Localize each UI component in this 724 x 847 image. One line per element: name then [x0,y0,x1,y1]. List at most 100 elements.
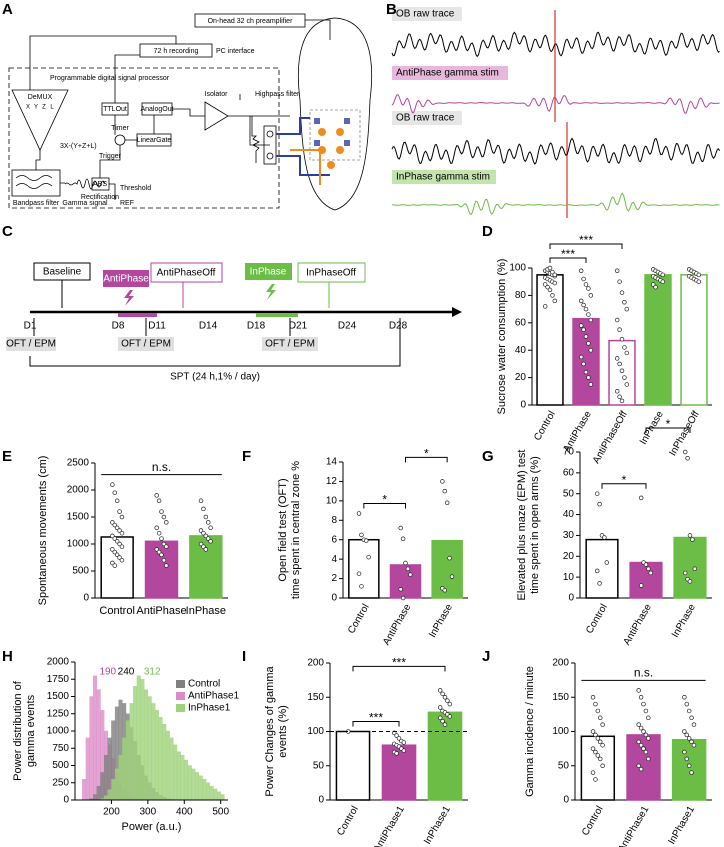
label-box [392,7,462,21]
histogram-bar [114,768,119,801]
y-tick-label: 0 [318,795,324,806]
x-axis-label: Power (a.u.) [122,821,182,833]
day-label: D14 [199,321,218,332]
y-axis-label: time spent in open arms (%) [529,456,541,594]
data-point [578,354,584,360]
x-tick-label: InPhase1 [666,804,697,846]
trace [391,31,720,58]
data-point [550,269,555,275]
data-point [638,583,644,588]
label-box [392,66,508,80]
data-point [447,555,452,561]
y-tick-label: 1000 [67,539,90,550]
legend-swatch [176,692,185,700]
data-point [114,498,120,504]
label: REF [120,200,134,207]
significance-label: *** [579,233,593,247]
data-point [154,525,159,531]
data-point [401,748,407,753]
data-point [586,341,591,346]
day-label: D28 [389,321,408,332]
panel-label: D [482,223,493,240]
data-point [617,361,622,367]
phase-label: AntiPhase [103,274,149,285]
data-point [590,770,596,775]
data-point [201,530,206,536]
test-box [262,337,318,351]
label: Threshold [120,185,151,192]
data-point [684,701,690,707]
label: Y [34,105,38,111]
data-point [696,279,702,284]
y-tick-label: 0 [83,593,89,604]
panel-label: C [2,223,13,240]
legend-swatch [176,704,185,712]
data-point [660,279,666,284]
data-point [597,756,603,762]
x-tick-label: 300 [140,807,157,818]
data-point [442,488,448,494]
data-point [447,701,453,707]
histogram-bar [133,686,138,801]
panel-label: B [386,1,397,18]
data-point [638,766,644,772]
x-tick-label: Control [335,804,361,837]
data-point [112,549,118,555]
x-tick-label: Control [580,804,606,837]
histogram-bar [173,744,178,801]
significance-label: *** [561,247,575,261]
dsp-box [8,67,280,209]
day-label: D11 [148,321,166,332]
day-label: D24 [338,321,357,332]
data-point [686,763,692,768]
y-tick-label: 0 [563,795,569,806]
data-point [201,544,206,549]
data-point [161,541,167,547]
stim-icon [266,284,276,300]
significance-bracket [405,456,448,463]
phase-box [297,262,366,283]
y-tick-label: 40 [515,345,527,356]
y-tick-label: 0 [331,593,337,604]
data-point [198,528,204,533]
histogram-bar [89,696,94,801]
data-point [617,394,622,400]
panel-label: J [482,648,490,665]
data-point [405,566,411,572]
histogram-bar [202,779,207,801]
data-point [440,718,445,724]
data-point [154,493,159,498]
day-label: D21 [289,321,308,332]
histogram-bar [154,710,159,801]
y-tick-label: 6 [331,534,337,545]
data-point [164,563,169,568]
data-point [440,691,445,697]
data-point [624,382,630,387]
data-point [583,306,589,312]
label: DeMUX [28,94,53,101]
stim-pad [314,118,320,124]
data-point [595,736,601,741]
y-axis-label: Open field test (OFT) [277,478,289,581]
mean-label: 312 [144,667,161,678]
data-point [447,714,453,719]
data-point [696,272,702,278]
legend-swatch [176,680,185,688]
y-tick-label: 1500 [67,512,90,523]
y-tick-label: 2000 [67,485,90,496]
x-tick-label: 400 [176,807,193,818]
histogram-bar [216,791,221,801]
data-point [400,595,406,601]
data-point [682,570,688,576]
histogram-bar [191,768,196,801]
x-tick-label: InPhase1 [422,804,453,846]
data-point [684,756,690,762]
test-label: OFT / EPM [121,339,171,350]
data-point [588,347,594,353]
data-point [119,544,125,549]
legend-label: InPhase1 [188,703,231,714]
histogram-bar [100,772,105,801]
data-point [650,282,656,287]
histogram-bar [195,772,200,801]
data-point [201,506,206,512]
